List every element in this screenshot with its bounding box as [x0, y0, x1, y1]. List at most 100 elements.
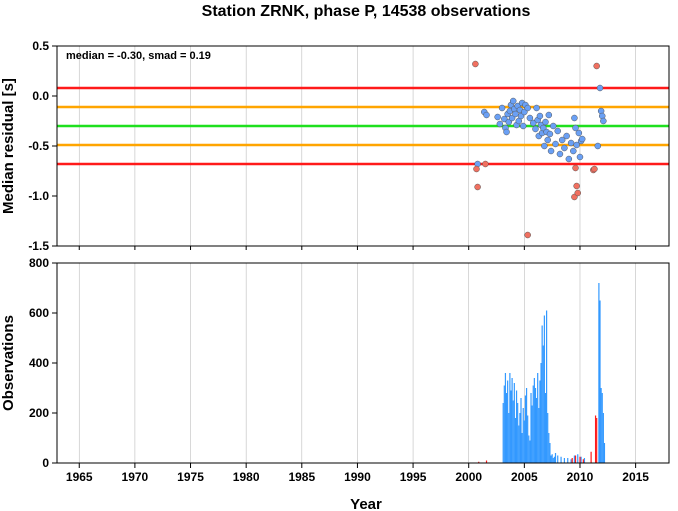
- residual-point: [558, 136, 566, 144]
- residual-point: [526, 114, 534, 122]
- observation-bar: [580, 456, 582, 463]
- residual-point: [473, 165, 480, 173]
- observation-bar: [550, 455, 552, 463]
- residual-x-ticks: [78, 246, 637, 250]
- observations-y-tick-label: 0: [42, 456, 49, 470]
- observation-bar: [510, 390, 512, 463]
- observation-bar: [543, 315, 545, 463]
- observation-bar: [599, 300, 601, 463]
- residual-point: [472, 60, 479, 68]
- observation-bar: [519, 413, 521, 463]
- residual-point: [573, 182, 580, 190]
- residual-y-ticks: 0.5 0.0 -0.5 -1.0 -1.5: [28, 39, 57, 253]
- residual-point: [591, 165, 598, 173]
- observation-bar: [547, 413, 549, 463]
- observation-bar: [509, 373, 511, 463]
- observation-bar: [485, 460, 488, 463]
- x-tick-label: 1965: [66, 470, 93, 484]
- observation-bar: [574, 455, 577, 463]
- residual-point: [512, 110, 519, 118]
- observation-bar: [567, 458, 569, 463]
- residual-point: [593, 62, 600, 70]
- observation-bar: [546, 310, 548, 463]
- observation-bar: [530, 393, 532, 463]
- x-tick-label: 2010: [567, 470, 594, 484]
- observations-x-ticks: 1965 1970 1975 1980 1985 1990 1995 2000 2005 2010…: [66, 463, 649, 484]
- observations-y-axis-label: Observations: [0, 315, 17, 411]
- x-tick-label: 2000: [455, 470, 482, 484]
- observation-bar: [505, 393, 508, 463]
- residual-point: [572, 124, 579, 132]
- residual-point: [503, 128, 510, 136]
- observation-bar: [508, 413, 510, 463]
- residual-point: [524, 231, 531, 239]
- observation-bar: [541, 325, 543, 463]
- residual-point: [561, 144, 568, 152]
- observation-bar: [551, 454, 553, 463]
- observation-bar: [507, 380, 509, 463]
- observation-bar: [533, 378, 535, 463]
- observation-bar: [521, 433, 523, 463]
- observation-bar: [535, 398, 538, 463]
- residual-point: [573, 141, 580, 149]
- observation-bar: [598, 283, 600, 463]
- residual-point: [556, 150, 564, 158]
- observation-bar: [512, 400, 514, 463]
- residual-point: [524, 104, 531, 112]
- residual-point: [567, 139, 575, 147]
- residual-point: [483, 111, 490, 119]
- observation-bar: [514, 418, 517, 463]
- residual-point: [565, 155, 573, 163]
- x-tick-label: 1985: [288, 470, 315, 484]
- residual-point: [494, 113, 501, 121]
- observation-bar: [537, 373, 539, 463]
- observation-bar: [518, 425, 520, 463]
- observation-bar: [596, 418, 598, 463]
- residual-point: [576, 153, 584, 161]
- x-tick-label: 1975: [177, 470, 204, 484]
- observation-bar: [539, 380, 541, 463]
- residual-point: [474, 183, 481, 191]
- observation-bar: [603, 443, 606, 463]
- observation-bar: [538, 408, 540, 463]
- residual-y-tick-label: -1.5: [28, 239, 49, 253]
- residual-point: [563, 132, 570, 140]
- residual-point: [501, 115, 508, 123]
- observation-bar: [552, 458, 554, 463]
- residual-point: [542, 118, 549, 126]
- x-tick-label: 2005: [511, 470, 538, 484]
- observation-bar: [554, 453, 557, 463]
- observations-y-tick-label: 400: [29, 356, 49, 370]
- residual-points: [472, 60, 607, 239]
- residual-point: [552, 140, 559, 148]
- residual-y-axis-label: Median residual [s]: [0, 78, 17, 214]
- observation-bar: [527, 415, 529, 463]
- residual-point: [574, 189, 582, 197]
- observation-bar: [478, 461, 480, 463]
- observation-bar: [503, 385, 505, 463]
- observation-bar: [577, 454, 579, 463]
- residual-point: [532, 125, 539, 133]
- observation-bar: [560, 456, 562, 463]
- observation-bar: [528, 435, 530, 463]
- observation-bar: [544, 393, 547, 463]
- observation-bar: [570, 459, 572, 463]
- observation-bar: [583, 458, 586, 463]
- observation-bar: [542, 345, 544, 463]
- observation-bar: [594, 415, 597, 463]
- residual-point: [547, 147, 555, 155]
- observation-bar: [557, 455, 559, 463]
- residual-point: [546, 130, 554, 138]
- observation-bar: [525, 388, 528, 463]
- observations-y-tick-label: 600: [29, 306, 49, 320]
- residual-point: [529, 119, 537, 127]
- x-tick-label: 1970: [122, 470, 149, 484]
- residual-point: [519, 122, 527, 130]
- observations-y-ticks: 0 200 400 600 800: [29, 256, 57, 470]
- observation-bar: [549, 443, 551, 463]
- residual-point: [572, 164, 579, 172]
- residual-point: [596, 84, 604, 92]
- observation-bar: [590, 451, 592, 463]
- observation-bar: [531, 405, 533, 463]
- observation-bar: [532, 385, 534, 463]
